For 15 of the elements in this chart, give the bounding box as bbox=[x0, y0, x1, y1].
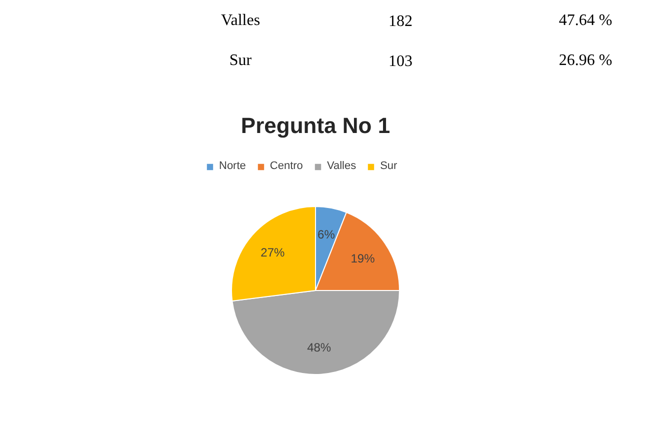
data-label: 48% bbox=[307, 340, 332, 355]
data-label: 6% bbox=[318, 227, 336, 242]
text: Sur bbox=[229, 52, 252, 69]
text: Valles bbox=[220, 12, 260, 29]
text: 47.64 % bbox=[558, 12, 612, 29]
legend-label: Valles bbox=[326, 160, 356, 172]
data-label: 19% bbox=[350, 251, 376, 266]
legend-label: Norte bbox=[219, 160, 246, 172]
text: 103 bbox=[388, 53, 412, 70]
legend-label: Sur bbox=[380, 160, 398, 172]
chart-title: Pregunta No 1 bbox=[240, 113, 390, 138]
text: 26.96 % bbox=[558, 52, 612, 69]
text: 182 bbox=[388, 13, 412, 30]
legend-label: Centro bbox=[270, 160, 303, 172]
data-label: 27% bbox=[260, 246, 285, 260]
